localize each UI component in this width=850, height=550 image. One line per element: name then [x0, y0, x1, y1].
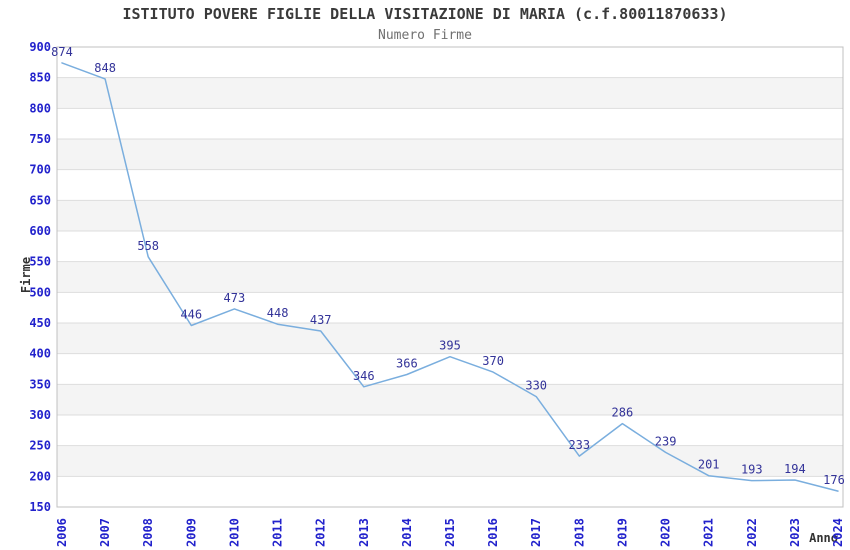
data-point-label: 233 — [568, 438, 590, 452]
data-point-label: 874 — [51, 45, 73, 59]
grid-band — [57, 476, 843, 507]
x-tick-label: 2013 — [357, 518, 371, 547]
y-tick-label: 500 — [29, 285, 51, 299]
x-tick-label: 2006 — [55, 518, 69, 547]
data-point-label: 848 — [94, 61, 116, 75]
x-tick-label: 2008 — [141, 518, 155, 547]
chart-subtitle: Numero Firme — [378, 28, 472, 43]
data-point-label: 558 — [137, 239, 159, 253]
data-point-label: 201 — [698, 458, 720, 472]
data-point-label: 437 — [310, 313, 332, 327]
data-series-line — [61, 62, 839, 492]
y-tick-label: 400 — [29, 347, 51, 361]
plot-border — [56, 46, 844, 508]
data-point-label: 193 — [741, 463, 763, 477]
data-point-label: 370 — [482, 354, 504, 368]
grid-band — [57, 47, 843, 78]
y-tick-label: 150 — [29, 500, 51, 514]
x-tick-label: 2023 — [788, 518, 802, 547]
x-tick-label: 2011 — [271, 518, 285, 547]
y-tick-label: 650 — [29, 193, 51, 207]
y-tick-label: 450 — [29, 316, 51, 330]
x-tick-label: 2007 — [98, 518, 112, 547]
x-axis-title: Anno — [809, 531, 838, 545]
data-point-label: 346 — [353, 369, 375, 383]
x-tick-label: 2021 — [702, 518, 716, 547]
grid-band — [57, 231, 843, 262]
data-point-label: 194 — [784, 462, 806, 476]
data-point-label: 446 — [180, 308, 202, 322]
y-tick-label: 850 — [29, 71, 51, 85]
y-tick-label: 800 — [29, 101, 51, 115]
y-tick-label: 600 — [29, 224, 51, 238]
grid-band — [57, 323, 843, 354]
grid-band — [57, 77, 843, 109]
x-tick-label: 2019 — [615, 518, 629, 547]
x-tick-label: 2015 — [443, 518, 457, 547]
data-point-label: 366 — [396, 357, 418, 371]
data-point-label: 448 — [267, 306, 289, 320]
grid-band — [57, 292, 843, 323]
x-tick-label: 2012 — [314, 518, 328, 547]
x-tick-label: 2010 — [227, 518, 241, 547]
x-tick-label: 2022 — [745, 518, 759, 547]
grid-band — [57, 108, 843, 139]
x-tick-label: 2018 — [572, 518, 586, 547]
x-tick-label: 2009 — [184, 518, 198, 547]
y-tick-label: 250 — [29, 439, 51, 453]
chart-title: ISTITUTO POVERE FIGLIE DELLA VISITAZIONE… — [122, 5, 728, 23]
y-tick-label: 200 — [29, 469, 51, 483]
grid-band — [57, 445, 843, 477]
grid-band — [57, 200, 843, 231]
x-tick-label: 2016 — [486, 518, 500, 547]
data-point-label: 239 — [655, 434, 677, 448]
grid-band — [57, 415, 843, 446]
grid-band — [57, 261, 843, 293]
grid-band — [57, 384, 843, 415]
data-point-label: 176 — [823, 473, 845, 487]
x-tick-label: 2024 — [831, 518, 845, 547]
data-point-label: 473 — [224, 291, 246, 305]
data-point-label: 330 — [525, 379, 547, 393]
y-tick-label: 750 — [29, 132, 51, 146]
x-tick-label: 2020 — [659, 518, 673, 547]
y-tick-label: 900 — [29, 40, 51, 54]
y-tick-label: 300 — [29, 408, 51, 422]
x-tick-label: 2017 — [529, 518, 543, 547]
data-point-label: 286 — [612, 406, 634, 420]
grid-band — [57, 169, 843, 201]
grid-band — [57, 139, 843, 170]
grid-band — [57, 353, 843, 385]
y-tick-label: 700 — [29, 163, 51, 177]
y-tick-label: 350 — [29, 377, 51, 391]
y-tick-label: 550 — [29, 255, 51, 269]
x-tick-label: 2014 — [400, 518, 414, 547]
data-point-label: 395 — [439, 339, 461, 353]
